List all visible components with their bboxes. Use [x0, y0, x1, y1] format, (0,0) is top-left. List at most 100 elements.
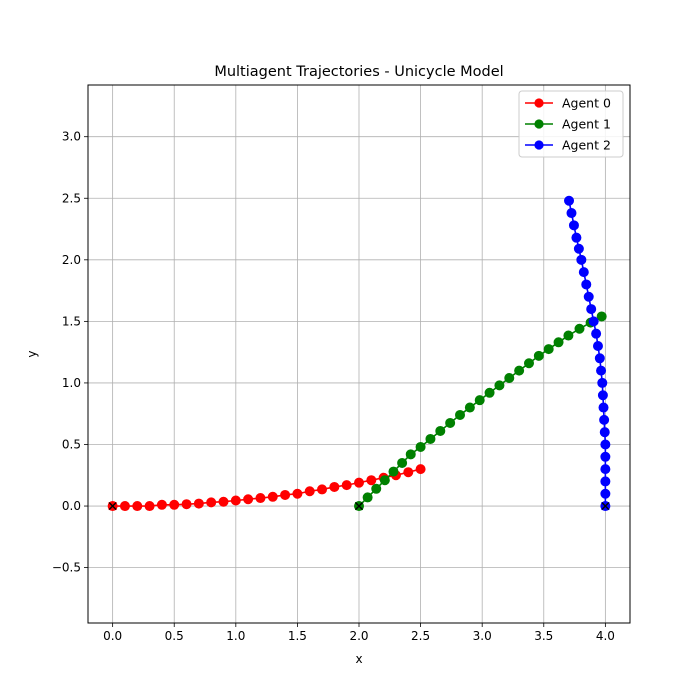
x-axis-label: x: [355, 652, 362, 666]
data-point: [571, 232, 582, 243]
data-point: [435, 425, 446, 436]
y-tick-label: 0.0: [62, 499, 81, 513]
data-point: [597, 377, 608, 388]
data-point: [474, 395, 485, 406]
data-point: [600, 451, 611, 462]
legend-entry-agent-1: Agent 1: [525, 117, 611, 132]
chart-title: Multiagent Trajectories - Unicycle Model: [214, 64, 503, 80]
x-tick-label: 0.5: [165, 629, 184, 643]
data-point: [600, 476, 611, 487]
x-tick-label: 1.5: [288, 629, 307, 643]
data-point: [317, 484, 328, 495]
data-point: [464, 402, 475, 413]
data-point: [403, 467, 414, 478]
x-tick-label: 4.0: [596, 629, 615, 643]
legend-marker: [534, 98, 544, 108]
data-point: [591, 328, 602, 339]
data-point: [594, 353, 605, 364]
data-point: [592, 340, 603, 351]
data-point: [600, 439, 611, 450]
data-point: [599, 414, 610, 425]
data-point: [132, 501, 143, 512]
data-point: [405, 449, 416, 460]
y-tick-label: 1.5: [62, 314, 81, 328]
data-point: [304, 486, 315, 497]
data-point: [156, 499, 167, 510]
data-point: [341, 480, 352, 491]
data-point: [504, 373, 515, 384]
data-point: [193, 498, 204, 509]
data-point: [533, 350, 544, 361]
series-agent-2: [564, 195, 611, 512]
legend-box: [518, 90, 624, 158]
y-tick-label: 2.0: [62, 253, 81, 267]
data-point: [576, 254, 587, 265]
y-tick-label: 0.5: [62, 437, 81, 451]
legend: Agent 0 Agent 1 Agent 2: [518, 90, 624, 158]
start-marker-stroke: [108, 502, 117, 510]
legend-marker: [534, 140, 544, 150]
data-point: [255, 493, 266, 504]
data-point: [494, 380, 505, 391]
legend-entry-agent-0: Agent 0: [525, 96, 611, 111]
data-point: [445, 417, 456, 428]
data-point: [388, 466, 399, 477]
data-point: [568, 220, 579, 231]
x-tick-label: 2.0: [349, 629, 368, 643]
data-point: [581, 279, 592, 290]
data-point: [181, 499, 192, 510]
data-point: [169, 499, 180, 510]
data-point: [484, 387, 495, 398]
data-point: [455, 409, 466, 420]
axes-ticks: 0.0 0.5 1.0 1.5 2.0 2.5 3.0 3.5 4.0 −0.5 0.0 0.5 1.0…: [52, 130, 615, 643]
data-point: [371, 483, 382, 494]
y-tick-label: 1.0: [62, 376, 81, 390]
data-point: [218, 496, 229, 507]
data-point: [366, 475, 377, 486]
data-point: [600, 464, 611, 475]
y-tick-label: −0.5: [52, 561, 81, 575]
data-point: [583, 291, 594, 302]
data-point: [597, 390, 608, 401]
data-point: [415, 441, 426, 452]
start-marker: [601, 502, 610, 511]
x-tick-label: 3.0: [473, 629, 492, 643]
x-tick-label: 0.0: [103, 629, 122, 643]
data-point: [586, 304, 597, 315]
data-point: [578, 267, 589, 278]
data-point: [599, 427, 610, 438]
data-point: [292, 488, 303, 499]
data-point: [588, 316, 599, 327]
legend-label: Agent 1: [562, 117, 611, 132]
legend-label: Agent 0: [562, 96, 611, 111]
data-point: [598, 402, 609, 413]
data-point: [574, 323, 585, 334]
y-tick-label: 3.0: [62, 130, 81, 144]
data-point: [566, 208, 577, 219]
data-point: [119, 501, 130, 512]
data-point: [573, 243, 584, 254]
data-point: [280, 489, 291, 500]
data-point: [600, 488, 611, 499]
data-point: [362, 492, 373, 503]
series-agent-0: [107, 464, 426, 512]
data-point: [523, 358, 534, 369]
data-point: [563, 330, 574, 341]
data-point: [379, 475, 390, 486]
x-tick-label: 3.5: [534, 629, 553, 643]
data-point: [329, 481, 340, 492]
start-marker-stroke: [355, 502, 363, 510]
legend-marker: [534, 119, 544, 129]
x-tick-label: 2.5: [411, 629, 430, 643]
x-tick-label: 1.0: [226, 629, 245, 643]
data-point: [543, 344, 554, 355]
data-point: [596, 365, 607, 376]
data-point: [596, 311, 607, 322]
data-point: [243, 494, 254, 505]
data-point: [267, 491, 278, 502]
series-agent-1: [353, 311, 607, 512]
data-point: [397, 457, 408, 468]
start-marker: [355, 502, 363, 511]
data-point: [514, 365, 525, 376]
